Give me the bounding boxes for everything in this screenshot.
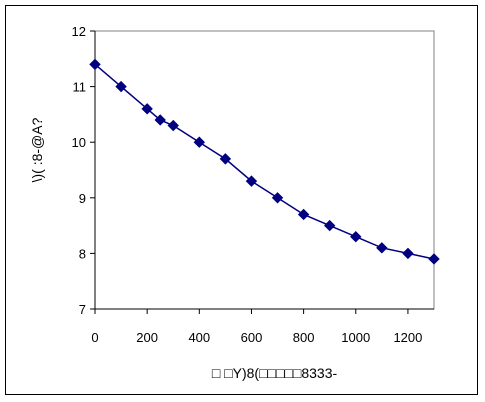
y-tick-label: 8 [79, 246, 86, 261]
y-tick-label: 9 [79, 191, 86, 206]
data-point [193, 136, 206, 148]
data-point [89, 58, 101, 71]
x-tick-label: 1000 [341, 330, 370, 345]
x-tick-label: 200 [136, 330, 158, 345]
x-tick-label: 0 [91, 330, 98, 345]
y-tick-label: 12 [72, 24, 86, 39]
y-ticks: 7 8 9 10 11 12 [72, 24, 95, 317]
plot-area [94, 30, 435, 310]
data-point [219, 153, 232, 165]
data-point [141, 103, 153, 115]
data-point [428, 253, 440, 265]
data-point [350, 231, 362, 243]
data-point [323, 219, 336, 232]
data-point [154, 114, 166, 126]
data-point [402, 247, 414, 260]
x-tick-label: 1200 [393, 330, 422, 345]
data-point [245, 175, 258, 187]
x-tick-label: 400 [188, 330, 210, 345]
y-tick-label: 11 [73, 80, 87, 95]
data-point [167, 119, 179, 132]
x-ticks: 0 200 400 600 800 1000 1200 [91, 309, 422, 345]
x-tick-label: 600 [241, 330, 263, 345]
y-tick-label: 7 [79, 302, 86, 317]
data-point [297, 208, 310, 221]
y-tick-label: 10 [72, 135, 86, 150]
data-point [115, 80, 127, 93]
x-tick-label: 800 [293, 330, 315, 345]
x-axis-title: □ □Y)8(□□□□□8333- [212, 365, 338, 381]
data-point [376, 242, 388, 254]
data-point [271, 192, 284, 204]
series-layer [89, 58, 440, 265]
y-axis-title: \)( :8-@A? [29, 117, 45, 182]
